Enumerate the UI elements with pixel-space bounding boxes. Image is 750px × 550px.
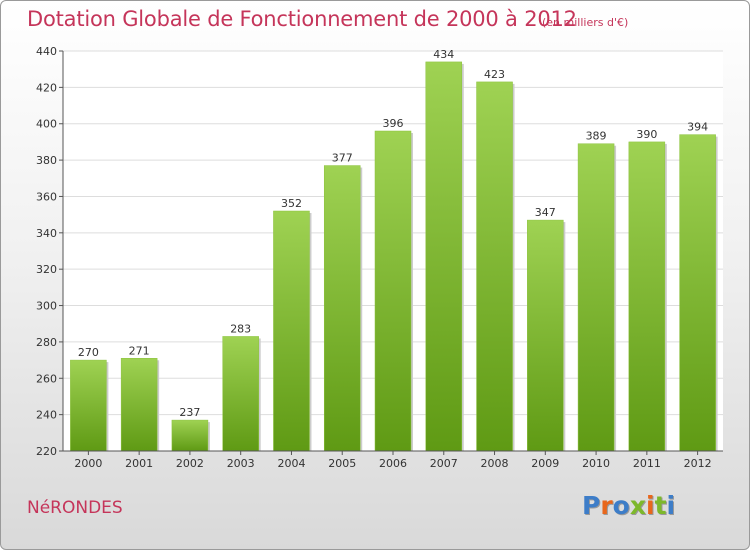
bar-2009 [527, 219, 564, 452]
logo-letter: i [646, 491, 655, 520]
x-tick-label: 2007 [430, 457, 458, 470]
x-tick-label: 2004 [277, 457, 305, 470]
bar-2000 [70, 359, 107, 452]
x-tick-label: 2006 [379, 457, 407, 470]
x-tick-label: 2002 [176, 457, 204, 470]
bar-2005 [323, 165, 361, 452]
x-tick-label: 2012 [684, 457, 712, 470]
data-label-2007: 434 [433, 48, 454, 61]
bar-2001 [120, 358, 158, 452]
data-label-2000: 270 [78, 346, 99, 359]
bar-2007 [425, 61, 463, 452]
y-tick-label: 260 [36, 372, 57, 385]
y-tick-label: 380 [36, 154, 57, 167]
x-tick-label: 2005 [328, 457, 356, 470]
x-tick-label: 2001 [125, 457, 153, 470]
x-tick-label: 2010 [582, 457, 610, 470]
data-label-2003: 283 [230, 322, 251, 335]
x-tick-label: 2008 [481, 457, 509, 470]
y-tick-label: 400 [36, 118, 57, 131]
logo-letter: x [629, 491, 646, 520]
y-tick-label: 340 [36, 227, 57, 240]
chart-subtitle: (en milliers d'€) [542, 16, 629, 29]
chart-title: Dotation Globale de Fonctionnement de 20… [27, 7, 577, 31]
data-label-2001: 271 [129, 344, 150, 357]
bar-2011 [628, 141, 666, 452]
x-tick-label: 2003 [227, 457, 255, 470]
bar-2003 [222, 336, 259, 452]
data-label-2008: 423 [484, 68, 505, 81]
logo-letter: r [600, 491, 613, 520]
x-tick-label: 2009 [531, 457, 559, 470]
logo-letter: P [582, 491, 601, 520]
x-tick-label: 2000 [74, 457, 102, 470]
bar-2012 [679, 134, 716, 452]
commune-name: NéRONDES [27, 498, 123, 518]
y-tick-label: 360 [36, 190, 57, 203]
bar-2010 [577, 143, 615, 452]
bar-series [70, 61, 718, 452]
y-tick-label: 320 [36, 263, 57, 276]
data-label-2002: 237 [179, 406, 200, 419]
proxiti-logo: Proxiti [582, 491, 675, 520]
y-tick-label: 420 [36, 81, 57, 94]
data-label-2006: 396 [383, 117, 404, 130]
data-label-2010: 389 [586, 130, 607, 143]
data-label-2005: 377 [332, 152, 353, 165]
data-label-2004: 352 [281, 197, 302, 210]
x-tick-label: 2011 [633, 457, 661, 470]
axes [59, 50, 723, 455]
y-tick-label: 440 [36, 45, 57, 58]
bar-2002 [171, 419, 209, 452]
logo-letter: t [654, 491, 667, 520]
logo-letter: i [666, 491, 676, 520]
y-tick-label: 280 [36, 336, 57, 349]
y-tick-label: 300 [36, 300, 57, 313]
labels: 220 240 260 280 300 320 340 360 380 400 420 440 270 2… [36, 45, 712, 470]
logo-letter: o [612, 491, 630, 520]
data-label-2009: 347 [535, 206, 556, 219]
y-tick-label: 240 [36, 409, 57, 422]
data-label-2012: 394 [687, 121, 708, 134]
bar-2008 [476, 81, 513, 452]
bar-2004 [273, 210, 310, 452]
y-tick-label: 220 [36, 445, 57, 458]
bar-2006 [374, 130, 412, 452]
data-label-2011: 390 [636, 128, 657, 141]
